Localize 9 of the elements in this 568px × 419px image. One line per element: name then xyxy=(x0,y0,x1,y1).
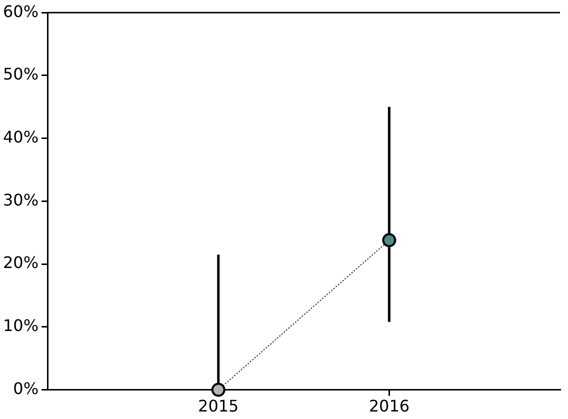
x-tick-label: 2016 xyxy=(368,396,410,416)
y-tick-label: 20% xyxy=(3,253,39,272)
y-tick-label: 10% xyxy=(3,316,39,336)
y-tick-label: 60% xyxy=(3,2,39,21)
y-tick-label: 0% xyxy=(13,378,39,398)
y-tick-label: 30% xyxy=(3,190,39,210)
y-tick-label: 40% xyxy=(3,127,39,146)
y-tick-label: 50% xyxy=(3,64,39,84)
x-tick-label: 2015 xyxy=(198,396,239,416)
